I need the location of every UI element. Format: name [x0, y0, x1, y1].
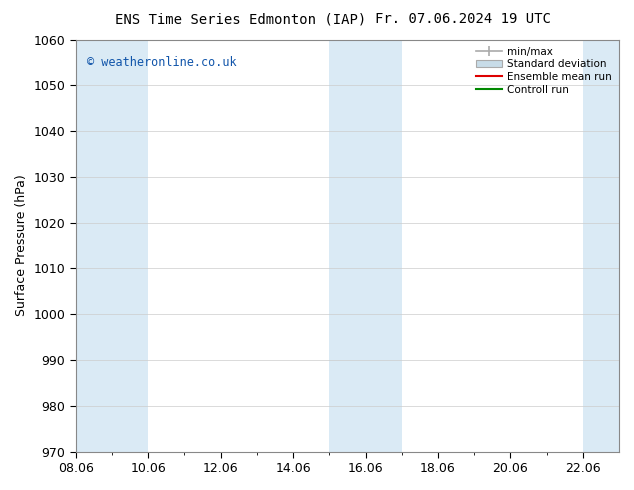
- Y-axis label: Surface Pressure (hPa): Surface Pressure (hPa): [15, 175, 28, 317]
- Bar: [76, 40, 112, 452]
- Bar: [366, 40, 402, 452]
- Legend: min/max, Standard deviation, Ensemble mean run, Controll run: min/max, Standard deviation, Ensemble me…: [472, 43, 616, 99]
- Bar: [583, 40, 619, 452]
- Text: © weatheronline.co.uk: © weatheronline.co.uk: [87, 56, 236, 69]
- Bar: [112, 40, 148, 452]
- Bar: [329, 40, 366, 452]
- Text: ENS Time Series Edmonton (IAP): ENS Time Series Edmonton (IAP): [115, 12, 366, 26]
- Text: Fr. 07.06.2024 19 UTC: Fr. 07.06.2024 19 UTC: [375, 12, 551, 26]
